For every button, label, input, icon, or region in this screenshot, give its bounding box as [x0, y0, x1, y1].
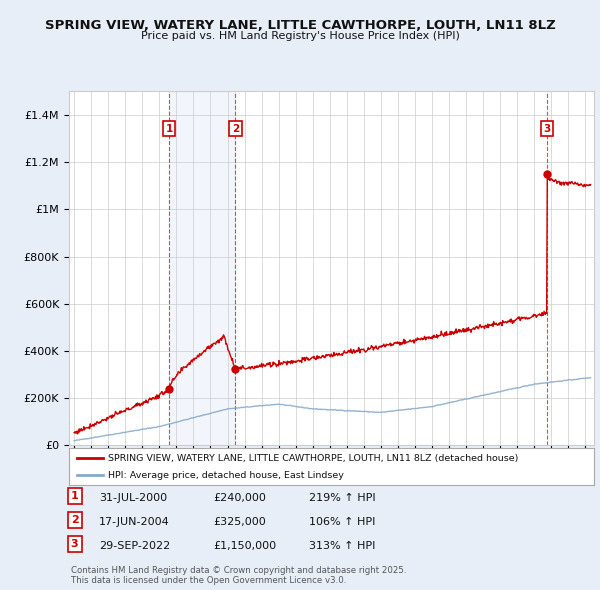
Text: 17-JUN-2004: 17-JUN-2004 — [99, 517, 170, 527]
Text: £1,150,000: £1,150,000 — [213, 541, 276, 551]
Text: 29-SEP-2022: 29-SEP-2022 — [99, 541, 170, 551]
Text: 3: 3 — [71, 539, 79, 549]
Text: £325,000: £325,000 — [213, 517, 266, 527]
Text: 31-JUL-2000: 31-JUL-2000 — [99, 493, 167, 503]
Text: 313% ↑ HPI: 313% ↑ HPI — [309, 541, 376, 551]
Text: 1: 1 — [166, 124, 173, 133]
Text: Price paid vs. HM Land Registry's House Price Index (HPI): Price paid vs. HM Land Registry's House … — [140, 31, 460, 41]
Text: SPRING VIEW, WATERY LANE, LITTLE CAWTHORPE, LOUTH, LN11 8LZ (detached house): SPRING VIEW, WATERY LANE, LITTLE CAWTHOR… — [109, 454, 519, 463]
Text: 219% ↑ HPI: 219% ↑ HPI — [309, 493, 376, 503]
Text: 106% ↑ HPI: 106% ↑ HPI — [309, 517, 376, 527]
Text: This data is licensed under the Open Government Licence v3.0.: This data is licensed under the Open Gov… — [71, 576, 346, 585]
Text: 2: 2 — [232, 124, 239, 133]
Text: 3: 3 — [544, 124, 551, 133]
Text: 1: 1 — [71, 491, 79, 501]
Bar — [169, 91, 235, 445]
Text: HPI: Average price, detached house, East Lindsey: HPI: Average price, detached house, East… — [109, 471, 344, 480]
Text: SPRING VIEW, WATERY LANE, LITTLE CAWTHORPE, LOUTH, LN11 8LZ: SPRING VIEW, WATERY LANE, LITTLE CAWTHOR… — [44, 19, 556, 32]
Text: £240,000: £240,000 — [213, 493, 266, 503]
Text: Contains HM Land Registry data © Crown copyright and database right 2025.: Contains HM Land Registry data © Crown c… — [71, 566, 406, 575]
Text: 2: 2 — [71, 515, 79, 525]
